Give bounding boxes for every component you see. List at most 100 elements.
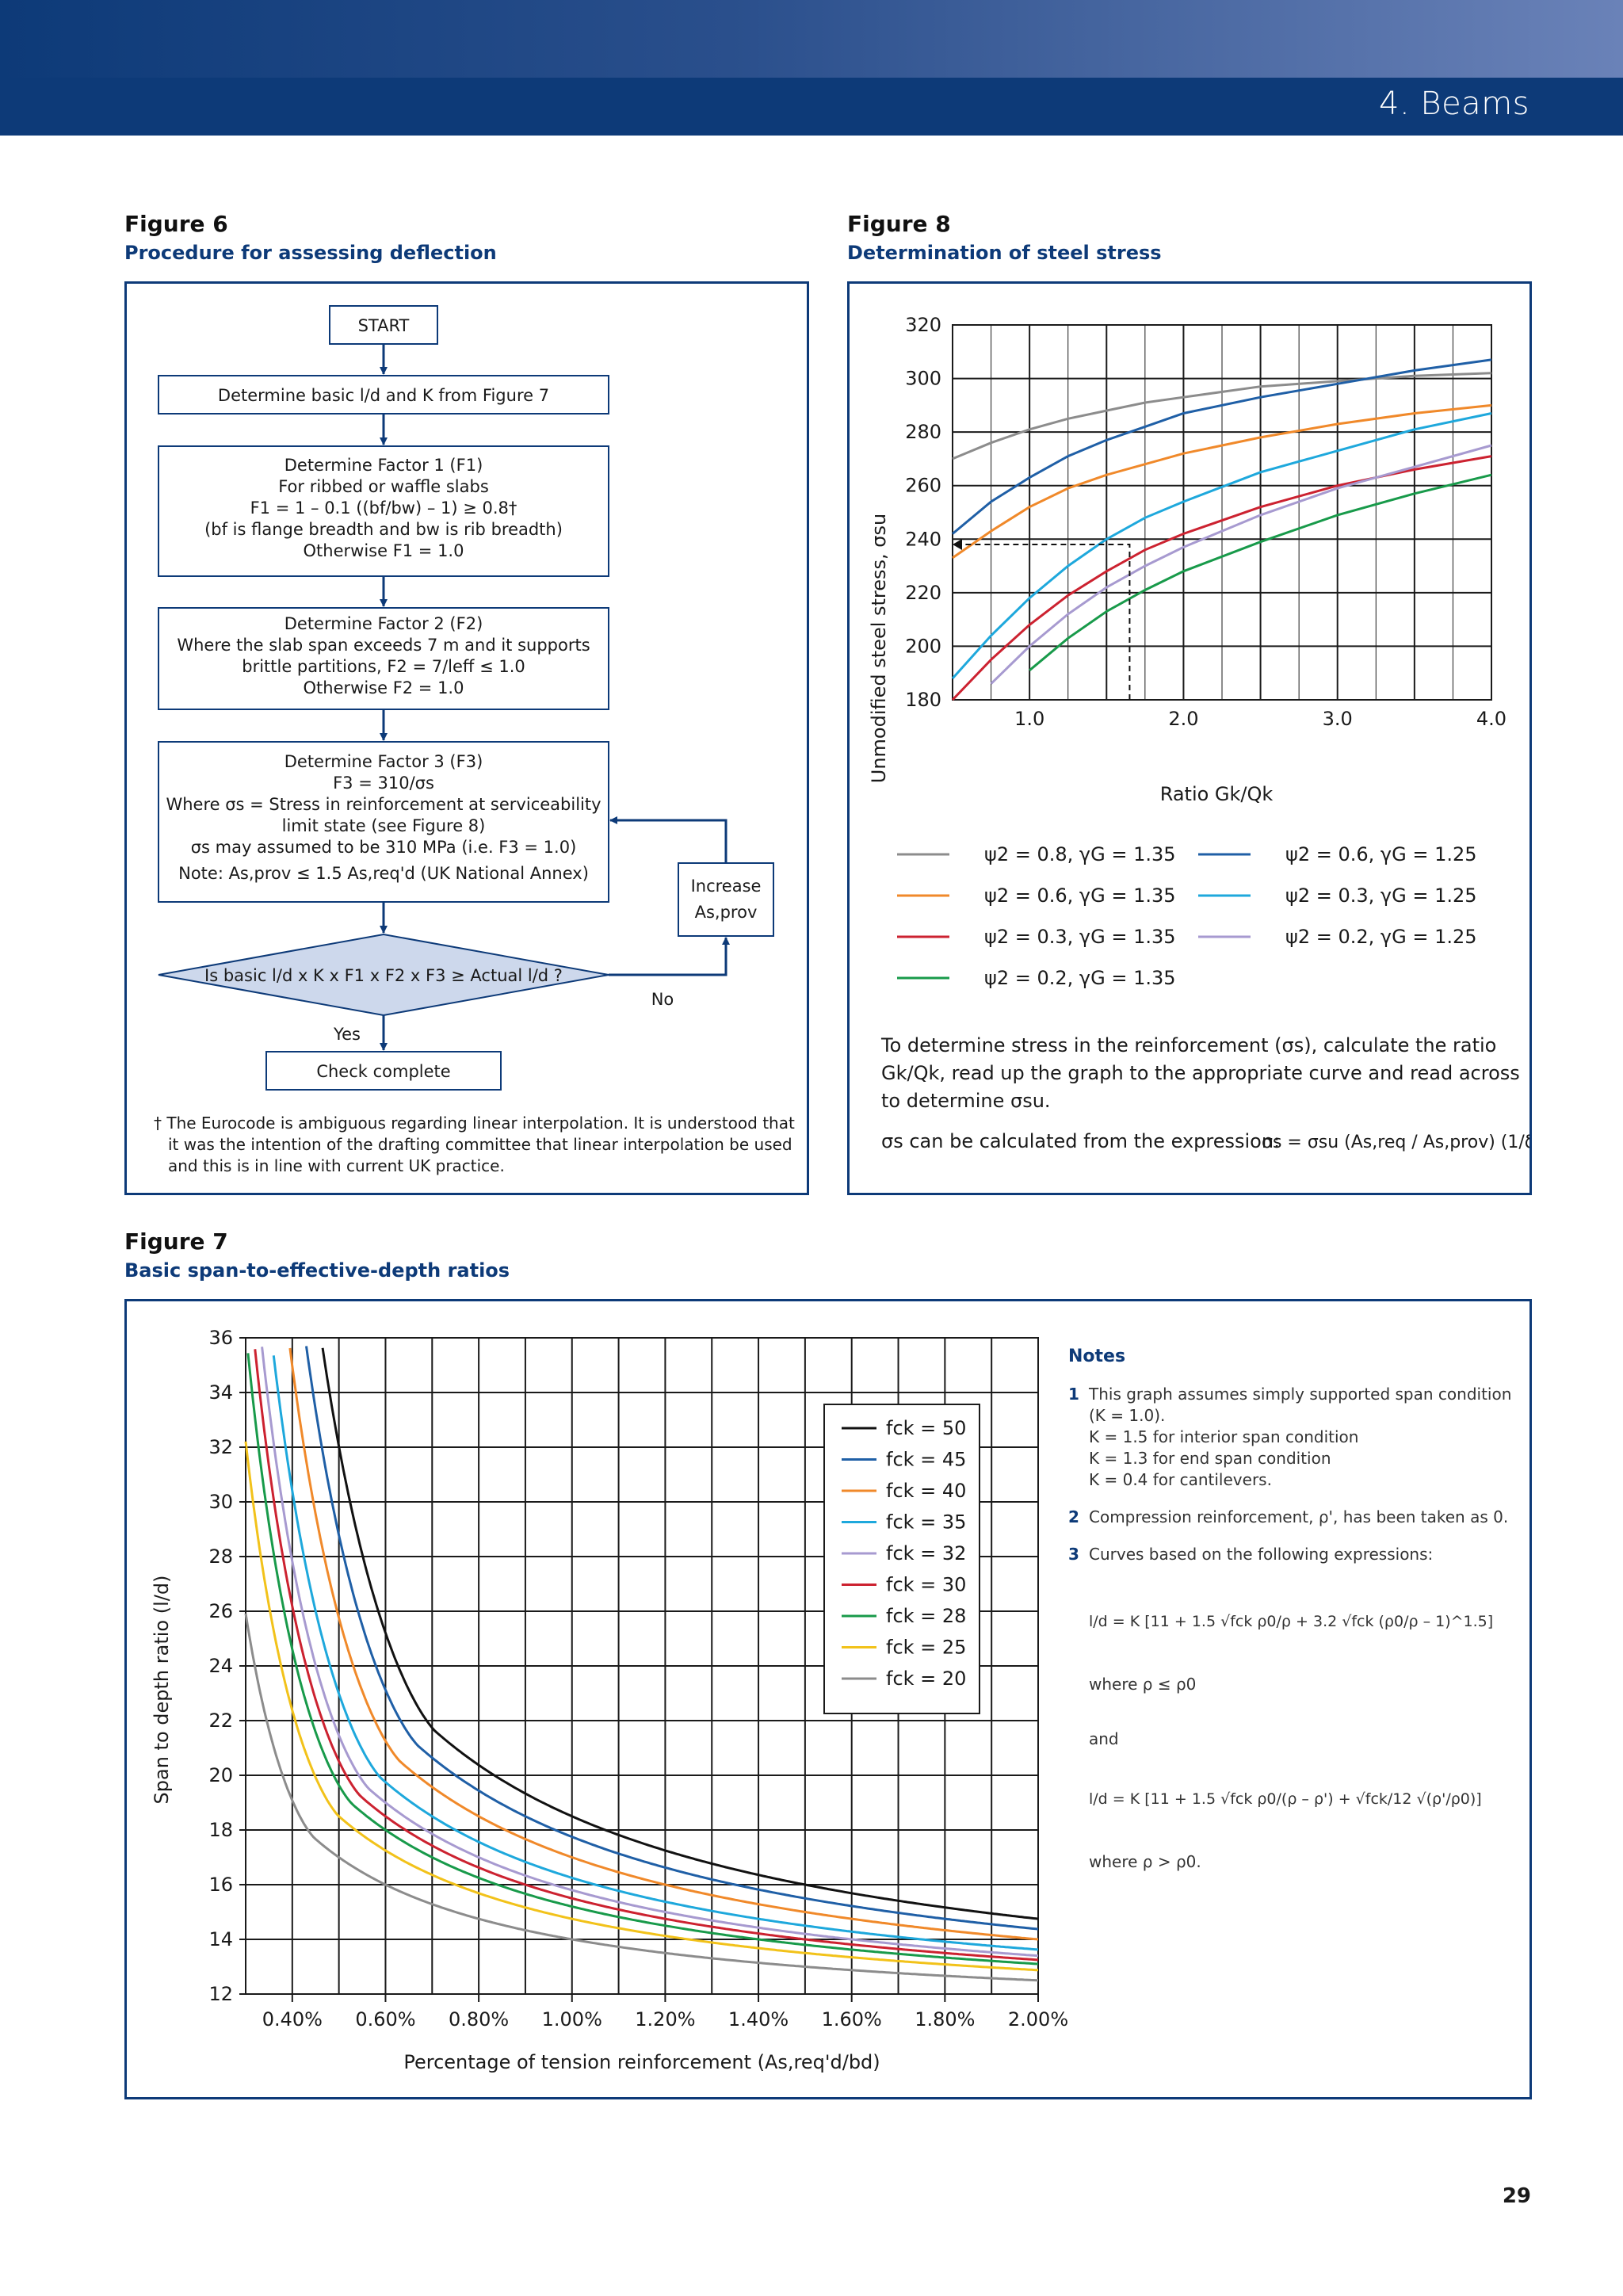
- note3-number: 3: [1068, 1545, 1079, 1564]
- x-tick-label: 3.0: [1323, 708, 1353, 730]
- note1-line2: (K = 1.0).: [1089, 1406, 1165, 1425]
- x-tick-label: 1.60%: [822, 2008, 882, 2030]
- figure8-number: Figure 8: [847, 211, 951, 237]
- x-tick-label: 2.00%: [1008, 2008, 1068, 2030]
- y-tick-label: 14: [208, 1928, 233, 1950]
- plot-frame: [952, 324, 1492, 701]
- series-line-5: [254, 1349, 1039, 1962]
- series-line-3: [272, 1355, 1039, 1951]
- box4-line6: Note: As,prov ≤ 1.5 As,req'd (UK Nationa…: [178, 864, 589, 883]
- series-line-6: [246, 1353, 1039, 1966]
- footnote-line3: and this is in line with current UK prac…: [168, 1156, 505, 1175]
- fig8-text-expression-intro: σs can be calculated from the expression…: [881, 1130, 1280, 1152]
- x-tick-label: 0.80%: [449, 2008, 509, 2030]
- figure8-caption: Determination of steel stress: [847, 242, 1162, 264]
- legend-label: fck = 45: [886, 1449, 966, 1471]
- footnote-line1: † The Eurocode is ambiguous regarding li…: [154, 1114, 795, 1133]
- x-tick-label: 1.20%: [635, 2008, 695, 2030]
- series-line-8: [244, 1613, 1039, 1982]
- yes-label: Yes: [333, 1025, 361, 1044]
- series-line-5: [990, 444, 1492, 685]
- notes-title: Notes: [1068, 1347, 1125, 1366]
- y-tick-label: 30: [208, 1491, 233, 1513]
- check-complete-label: Check complete: [316, 1062, 450, 1081]
- legend-label: ψ2 = 0.6, γG = 1.25: [1285, 843, 1477, 865]
- fig8-text-line3: to determine σsu.: [881, 1090, 1051, 1112]
- y-tick-label: 34: [208, 1381, 233, 1404]
- where-2: where ρ > ρ0.: [1089, 1852, 1201, 1871]
- series-line-0: [321, 1347, 1039, 1920]
- box3-line2: Where the slab span exceeds 7 m and it s…: [177, 636, 590, 655]
- legend-label: fck = 28: [886, 1605, 966, 1627]
- y-tick-label: 28: [208, 1545, 233, 1568]
- box2-line4: (bf is flange breadth and bw is rib brea…: [204, 520, 563, 539]
- legend-label: ψ2 = 0.8, γG = 1.35: [984, 843, 1176, 865]
- figure7-number: Figure 7: [124, 1228, 228, 1255]
- series-line-7: [244, 1441, 1039, 1972]
- fig8-text-line1: To determine stress in the reinforcement…: [880, 1034, 1496, 1056]
- fig8-expression: σs = σsu (As,req / As,prov) (1/δ): [1262, 1133, 1529, 1152]
- note1-line5: K = 0.4 for cantilevers.: [1089, 1470, 1272, 1489]
- chart-curves: [951, 358, 1492, 701]
- figure8-panel: 180 200 220 240 260 280 300 320 1.0 2.0 3.0 4.0 Unm…: [847, 281, 1542, 1195]
- footnote-line2: it was the intention of the drafting com…: [168, 1135, 792, 1154]
- where-1: where ρ ≤ ρ0: [1089, 1675, 1196, 1694]
- legend-label: ψ2 = 0.3, γG = 1.35: [984, 926, 1176, 948]
- box2-line3: F1 = 1 – 0.1 ((bf/bw) – 1) ≥ 0.8†: [250, 499, 517, 518]
- legend-box: [823, 1404, 980, 1714]
- figure6-panel: START Determine basic l/d and K from Fig…: [124, 281, 809, 1195]
- y-tick-label: 180: [905, 689, 941, 711]
- x-tick-label: 2.0: [1168, 708, 1198, 730]
- flowchart: START Determine basic l/d and K from Fig…: [154, 305, 795, 1175]
- box4-line3: Where σs = Stress in reinforcement at se…: [166, 795, 601, 814]
- figure7-heading: Figure 7 Basic span-to-effective-depth r…: [124, 1228, 510, 1282]
- figure6-caption: Procedure for assessing deflection: [124, 242, 497, 264]
- chart-curves: [244, 1346, 1039, 1982]
- increase-line2: As,prov: [695, 903, 758, 922]
- box1-text: Determine basic l/d and K from Figure 7: [218, 386, 549, 405]
- x-tick-label: 1.40%: [728, 2008, 789, 2030]
- x-tick-label: 1.80%: [915, 2008, 975, 2030]
- increase-line1: Increase: [691, 877, 762, 896]
- annotation-dashed-line: [959, 544, 1131, 700]
- figure7-panel: 12 14 16 18 20 22 24 26 28 30 32 34 36 0.40% 0.60% 0.80…: [124, 1299, 1532, 2099]
- y-tick-label: 320: [905, 314, 941, 336]
- note1-line3: K = 1.5 for interior span condition: [1089, 1427, 1358, 1446]
- box2-line1: Determine Factor 1 (F1): [285, 456, 483, 475]
- figure6-number: Figure 6: [124, 211, 228, 237]
- y-tick-label: 280: [905, 421, 941, 443]
- y-tick-label: 20: [208, 1764, 233, 1786]
- x-tick-label: 4.0: [1476, 708, 1507, 730]
- legend-label: fck = 40: [886, 1480, 966, 1502]
- x-tick-label: 1.00%: [542, 2008, 602, 2030]
- section-title: 4. Beams: [1379, 86, 1529, 122]
- y-tick-label: 260: [905, 475, 941, 497]
- y-tick-label: 12: [208, 1983, 233, 2005]
- arrow-loop: [609, 816, 727, 863]
- note3-text: Curves based on the following expression…: [1089, 1545, 1433, 1564]
- box3-line4: Otherwise F2 = 1.0: [304, 678, 464, 697]
- header-band: [0, 0, 1623, 78]
- box2-line2: For ribbed or waffle slabs: [278, 477, 489, 496]
- box4-line5: σs may assumed to be 310 MPa (i.e. F3 = …: [191, 838, 577, 857]
- series-line-6: [1029, 473, 1492, 671]
- y-tick-label: 18: [208, 1819, 233, 1841]
- arrow-no: [609, 937, 730, 976]
- box3-line3: brittle partitions, F2 = 7/leff ≤ 1.0: [242, 657, 525, 676]
- y-tick-label: 200: [905, 635, 941, 657]
- increase-box: [678, 862, 774, 937]
- figure6-heading: Figure 6 Procedure for assessing deflect…: [124, 211, 497, 264]
- box2-line5: Otherwise F1 = 1.0: [304, 541, 464, 560]
- box3-line1: Determine Factor 2 (F2): [285, 614, 483, 633]
- x-tick-label: 0.40%: [262, 2008, 323, 2030]
- note1-line1: This graph assumes simply supported span…: [1088, 1385, 1511, 1404]
- legend-label: fck = 30: [886, 1574, 966, 1596]
- y-tick-label: 220: [905, 582, 941, 604]
- legend: ψ2 = 0.8, γG = 1.35 ψ2 = 0.6, γG = 1.35 ψ2…: [897, 843, 1477, 989]
- figure7-caption: Basic span-to-effective-depth ratios: [124, 1259, 510, 1282]
- y-tick-label: 36: [208, 1327, 233, 1349]
- y-tick-label: 22: [208, 1710, 233, 1732]
- header-bar: [0, 78, 1623, 136]
- steel-stress-chart: 180 200 220 240 260 280 300 320 1.0 2.0 3.0 4.0 Unm…: [868, 314, 1542, 1152]
- box4-line1: Determine Factor 3 (F3): [285, 752, 483, 771]
